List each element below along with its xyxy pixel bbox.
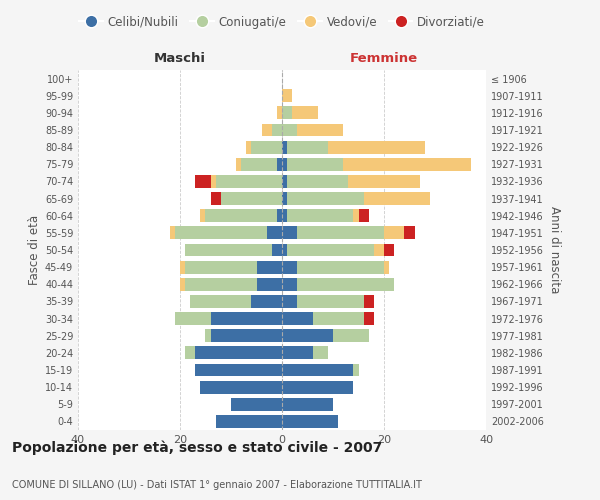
Bar <box>200 210 206 222</box>
Bar <box>282 90 292 102</box>
Bar <box>282 124 298 136</box>
Bar <box>287 158 343 170</box>
Bar <box>185 278 257 290</box>
Bar <box>267 226 282 239</box>
Bar <box>200 380 282 394</box>
Bar <box>282 346 313 360</box>
Bar <box>359 210 369 222</box>
Bar <box>170 226 175 239</box>
Y-axis label: Anni di nascita: Anni di nascita <box>548 206 561 294</box>
Bar <box>185 260 257 274</box>
Bar <box>384 260 389 274</box>
Bar <box>221 192 282 205</box>
Bar <box>384 244 394 256</box>
Bar <box>282 106 292 120</box>
Bar <box>282 244 287 256</box>
Bar <box>216 175 282 188</box>
Bar <box>364 312 374 325</box>
Bar <box>298 295 364 308</box>
Text: Popolazione per età, sesso e stato civile - 2007: Popolazione per età, sesso e stato civil… <box>12 440 382 455</box>
Bar <box>282 158 287 170</box>
Bar <box>282 278 298 290</box>
Text: COMUNE DI SILLANO (LU) - Dati ISTAT 1° gennaio 2007 - Elaborazione TUTTITALIA.IT: COMUNE DI SILLANO (LU) - Dati ISTAT 1° g… <box>12 480 422 490</box>
Legend: Celibi/Nubili, Coniugati/e, Vedovi/e, Divorziati/e: Celibi/Nubili, Coniugati/e, Vedovi/e, Di… <box>74 11 490 34</box>
Bar <box>231 398 282 410</box>
Bar <box>282 415 338 428</box>
Bar <box>272 244 282 256</box>
Bar <box>287 210 353 222</box>
Bar <box>364 192 430 205</box>
Bar <box>374 244 384 256</box>
Bar <box>251 295 282 308</box>
Bar <box>196 364 282 376</box>
Bar <box>247 140 251 153</box>
Bar <box>206 330 211 342</box>
Bar <box>211 330 282 342</box>
Bar <box>282 175 287 188</box>
Bar <box>257 260 282 274</box>
Y-axis label: Fasce di età: Fasce di età <box>28 215 41 285</box>
Bar <box>251 140 282 153</box>
Bar <box>313 346 328 360</box>
Bar <box>282 260 298 274</box>
Bar <box>211 192 221 205</box>
Bar <box>272 124 282 136</box>
Bar <box>287 192 364 205</box>
Bar <box>313 312 364 325</box>
Bar <box>364 295 374 308</box>
Bar <box>185 244 272 256</box>
Bar <box>343 158 471 170</box>
Bar <box>185 346 196 360</box>
Bar <box>175 312 211 325</box>
Bar <box>298 124 343 136</box>
Bar <box>292 106 318 120</box>
Bar <box>384 226 404 239</box>
Bar <box>205 210 277 222</box>
Bar <box>282 398 333 410</box>
Bar <box>287 140 328 153</box>
Text: Maschi: Maschi <box>154 52 206 65</box>
Bar <box>180 278 185 290</box>
Bar <box>282 295 298 308</box>
Bar <box>353 210 359 222</box>
Bar <box>236 158 241 170</box>
Bar <box>404 226 415 239</box>
Bar <box>282 140 287 153</box>
Bar <box>328 140 425 153</box>
Bar <box>277 210 282 222</box>
Bar <box>353 364 359 376</box>
Bar <box>196 175 211 188</box>
Bar <box>180 260 185 274</box>
Bar <box>282 312 313 325</box>
Bar <box>282 226 298 239</box>
Bar <box>211 312 282 325</box>
Bar <box>298 260 384 274</box>
Bar <box>298 226 384 239</box>
Bar <box>282 192 287 205</box>
Bar <box>257 278 282 290</box>
Bar <box>287 244 374 256</box>
Bar <box>282 330 333 342</box>
Bar <box>349 175 420 188</box>
Bar <box>277 158 282 170</box>
Bar <box>190 295 251 308</box>
Bar <box>211 175 216 188</box>
Bar <box>262 124 272 136</box>
Text: Femmine: Femmine <box>350 52 418 65</box>
Bar <box>277 106 282 120</box>
Bar <box>287 175 349 188</box>
Bar <box>333 330 369 342</box>
Bar <box>298 278 394 290</box>
Bar <box>216 415 282 428</box>
Bar <box>282 210 287 222</box>
Bar <box>241 158 277 170</box>
Bar <box>282 380 353 394</box>
Bar <box>282 364 353 376</box>
Bar <box>175 226 267 239</box>
Bar <box>196 346 282 360</box>
